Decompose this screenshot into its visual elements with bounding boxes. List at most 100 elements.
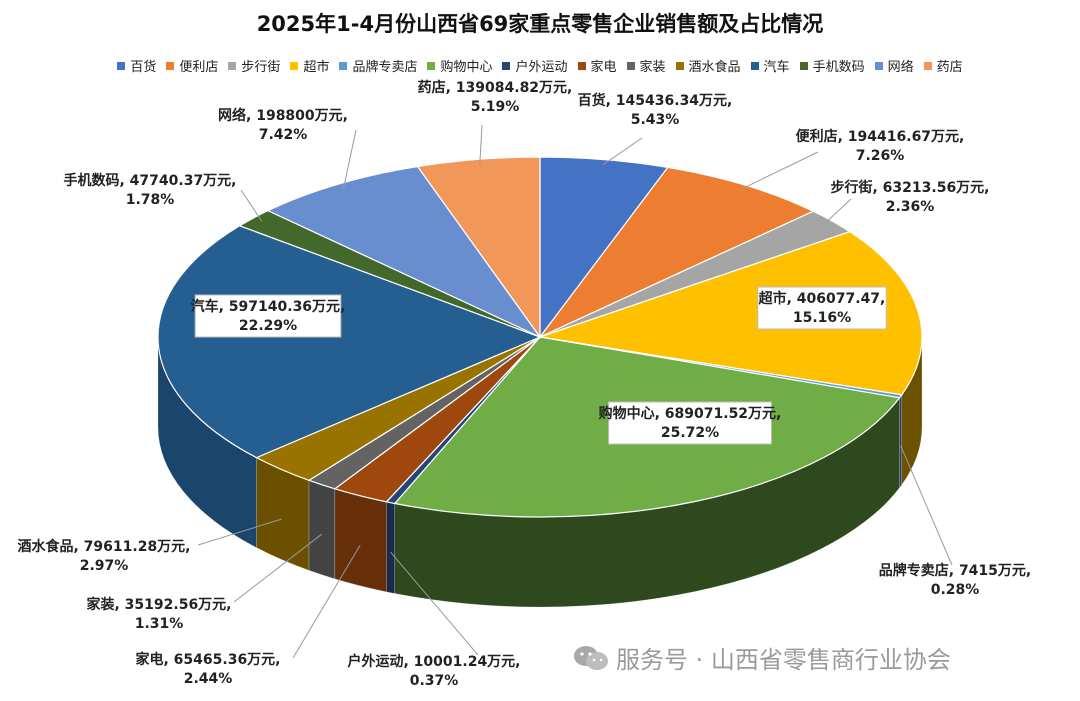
legend-item: 手机数码 xyxy=(799,56,865,75)
legend-item: 超市 xyxy=(290,56,329,75)
pie-slice xyxy=(416,156,541,339)
leader-line xyxy=(197,518,282,546)
pie-slice xyxy=(539,166,815,338)
data-label-percent: 5.19% xyxy=(471,99,520,115)
legend-label: 便利店 xyxy=(179,60,219,75)
legend-label: 手机数码 xyxy=(812,60,865,75)
leader-line xyxy=(342,129,357,190)
legend-label: 药店 xyxy=(936,60,963,75)
legend-swatch xyxy=(923,61,932,70)
legend-swatch xyxy=(228,61,237,70)
leader-line xyxy=(739,151,819,191)
data-label: 超市, 406077.47, 15.16% xyxy=(757,286,887,330)
data-label: 户外运动, 10001.24万元, 0.37% xyxy=(347,653,520,689)
data-label-percent: 0.28% xyxy=(931,582,980,598)
leader-line xyxy=(390,551,479,656)
legend-label: 步行街 xyxy=(241,60,281,75)
data-label-percent: 15.16% xyxy=(793,310,851,326)
legend-item: 步行街 xyxy=(228,56,280,75)
data-label-percent: 7.42% xyxy=(259,127,308,143)
legend-swatch xyxy=(427,61,436,70)
pie-slice-side xyxy=(899,393,903,489)
legend-swatch xyxy=(675,61,684,70)
pie-slice-side xyxy=(386,501,396,594)
data-label-value: 家电, 65465.36万元, xyxy=(135,651,280,668)
legend-label: 百货 xyxy=(130,60,157,75)
data-label-box xyxy=(608,401,772,445)
leader-line xyxy=(479,124,483,165)
legend-swatch xyxy=(502,61,511,70)
data-label-value: 药店, 139084.82万元, xyxy=(418,79,573,96)
chart-legend: 百货 便利店 步行街 超市 品牌专卖店 购物中心 户外运动 家电 家装 酒水食品 汽车 手机数码 网络 药… xyxy=(0,56,1080,75)
pie-slice-side xyxy=(334,488,387,593)
legend-swatch xyxy=(117,61,126,70)
data-label-percent: 22.29% xyxy=(239,318,297,334)
data-label: 手机数码, 47740.37万元, 1.78% xyxy=(63,172,236,208)
data-label: 药店, 139084.82万元, 5.19% xyxy=(418,79,573,115)
data-label-percent: 25.72% xyxy=(661,425,719,441)
legend-label: 酒水食品 xyxy=(688,60,741,75)
data-label: 百货, 145436.34万元, 5.43% xyxy=(578,92,733,128)
data-label-percent: 2.97% xyxy=(80,558,129,574)
data-label-value: 便利店, 194416.67万元, xyxy=(796,128,965,145)
data-label-value: 汽车, 597140.36万元, xyxy=(191,298,346,315)
data-label: 汽车, 597140.36万元, 22.29% xyxy=(191,294,346,338)
data-label-value: 购物中心, 689071.52万元, xyxy=(599,405,782,422)
legend-label: 户外运动 xyxy=(515,60,568,75)
leader-line xyxy=(823,198,852,225)
data-label: 酒水食品, 79611.28万元, 2.97% xyxy=(17,538,190,574)
legend-swatch xyxy=(339,61,348,70)
legend-label: 家电 xyxy=(590,60,617,75)
legend-item: 网络 xyxy=(874,56,914,75)
data-label-value: 品牌专卖店, 7415万元, xyxy=(879,562,1031,579)
data-label-value: 家装, 35192.56万元, xyxy=(86,596,231,613)
data-label-percent: 1.78% xyxy=(126,192,175,208)
watermark: 服务号 · 山西省零售商行业协会 xyxy=(572,640,951,675)
pie-slice xyxy=(266,165,542,339)
legend-item: 家电 xyxy=(577,56,617,75)
legend-label: 汽车 xyxy=(763,60,790,75)
legend-item: 药店 xyxy=(923,56,963,75)
data-label-value: 户外运动, 10001.24万元, xyxy=(347,653,520,670)
data-label-value: 百货, 145436.34万元, xyxy=(578,92,733,109)
pie-slice xyxy=(539,156,669,339)
legend-swatch xyxy=(166,61,175,70)
watermark-text: 服务号 · 山西省零售商行业协会 xyxy=(616,646,951,674)
data-label-percent: 1.31% xyxy=(135,616,184,632)
legend-label: 购物中心 xyxy=(440,60,493,75)
data-label-value: 网络, 198800万元, xyxy=(218,107,348,124)
legend-swatch xyxy=(626,61,635,70)
legend-item: 汽车 xyxy=(750,56,790,75)
leader-line xyxy=(292,545,361,659)
legend-item: 品牌专卖店 xyxy=(339,56,417,75)
data-label: 品牌专卖店, 7415万元, 0.28% xyxy=(879,562,1031,598)
data-label-percent: 5.43% xyxy=(631,112,680,128)
legend-swatch xyxy=(290,61,299,70)
legend-swatch xyxy=(750,61,759,70)
leader-line xyxy=(900,445,953,566)
data-label-box xyxy=(194,294,342,338)
wechat-icon xyxy=(574,645,608,670)
leader-line xyxy=(233,533,323,603)
data-label-box xyxy=(757,286,887,330)
legend-item: 家装 xyxy=(626,56,666,75)
data-label-percent: 2.36% xyxy=(886,199,935,215)
legend-swatch xyxy=(874,61,883,70)
data-labels: 百货, 145436.34万元, 5.43% 便利店, 194416.67万元, 7.… xyxy=(17,79,1031,689)
legend-item: 百货 xyxy=(117,56,156,75)
legend-label: 网络 xyxy=(887,60,914,75)
leader-line xyxy=(240,189,263,222)
legend-item: 酒水食品 xyxy=(675,56,741,75)
pie-slice-side xyxy=(308,479,336,580)
data-label: 家装, 35192.56万元, 1.31% xyxy=(86,596,231,632)
data-label-value: 步行街, 63213.56万元, xyxy=(830,179,989,196)
legend-item: 户外运动 xyxy=(502,56,568,75)
legend-swatch xyxy=(799,61,808,70)
chart-title: 2025年1-4月份山西省69家重点零售企业销售额及占比情况 xyxy=(256,12,824,36)
leader-line xyxy=(602,137,643,166)
legend-item: 购物中心 xyxy=(427,56,492,75)
data-label: 便利店, 194416.67万元, 7.26% xyxy=(796,128,965,164)
data-label: 购物中心, 689071.52万元, 25.72% xyxy=(599,401,782,445)
legend-item: 便利店 xyxy=(166,56,218,75)
